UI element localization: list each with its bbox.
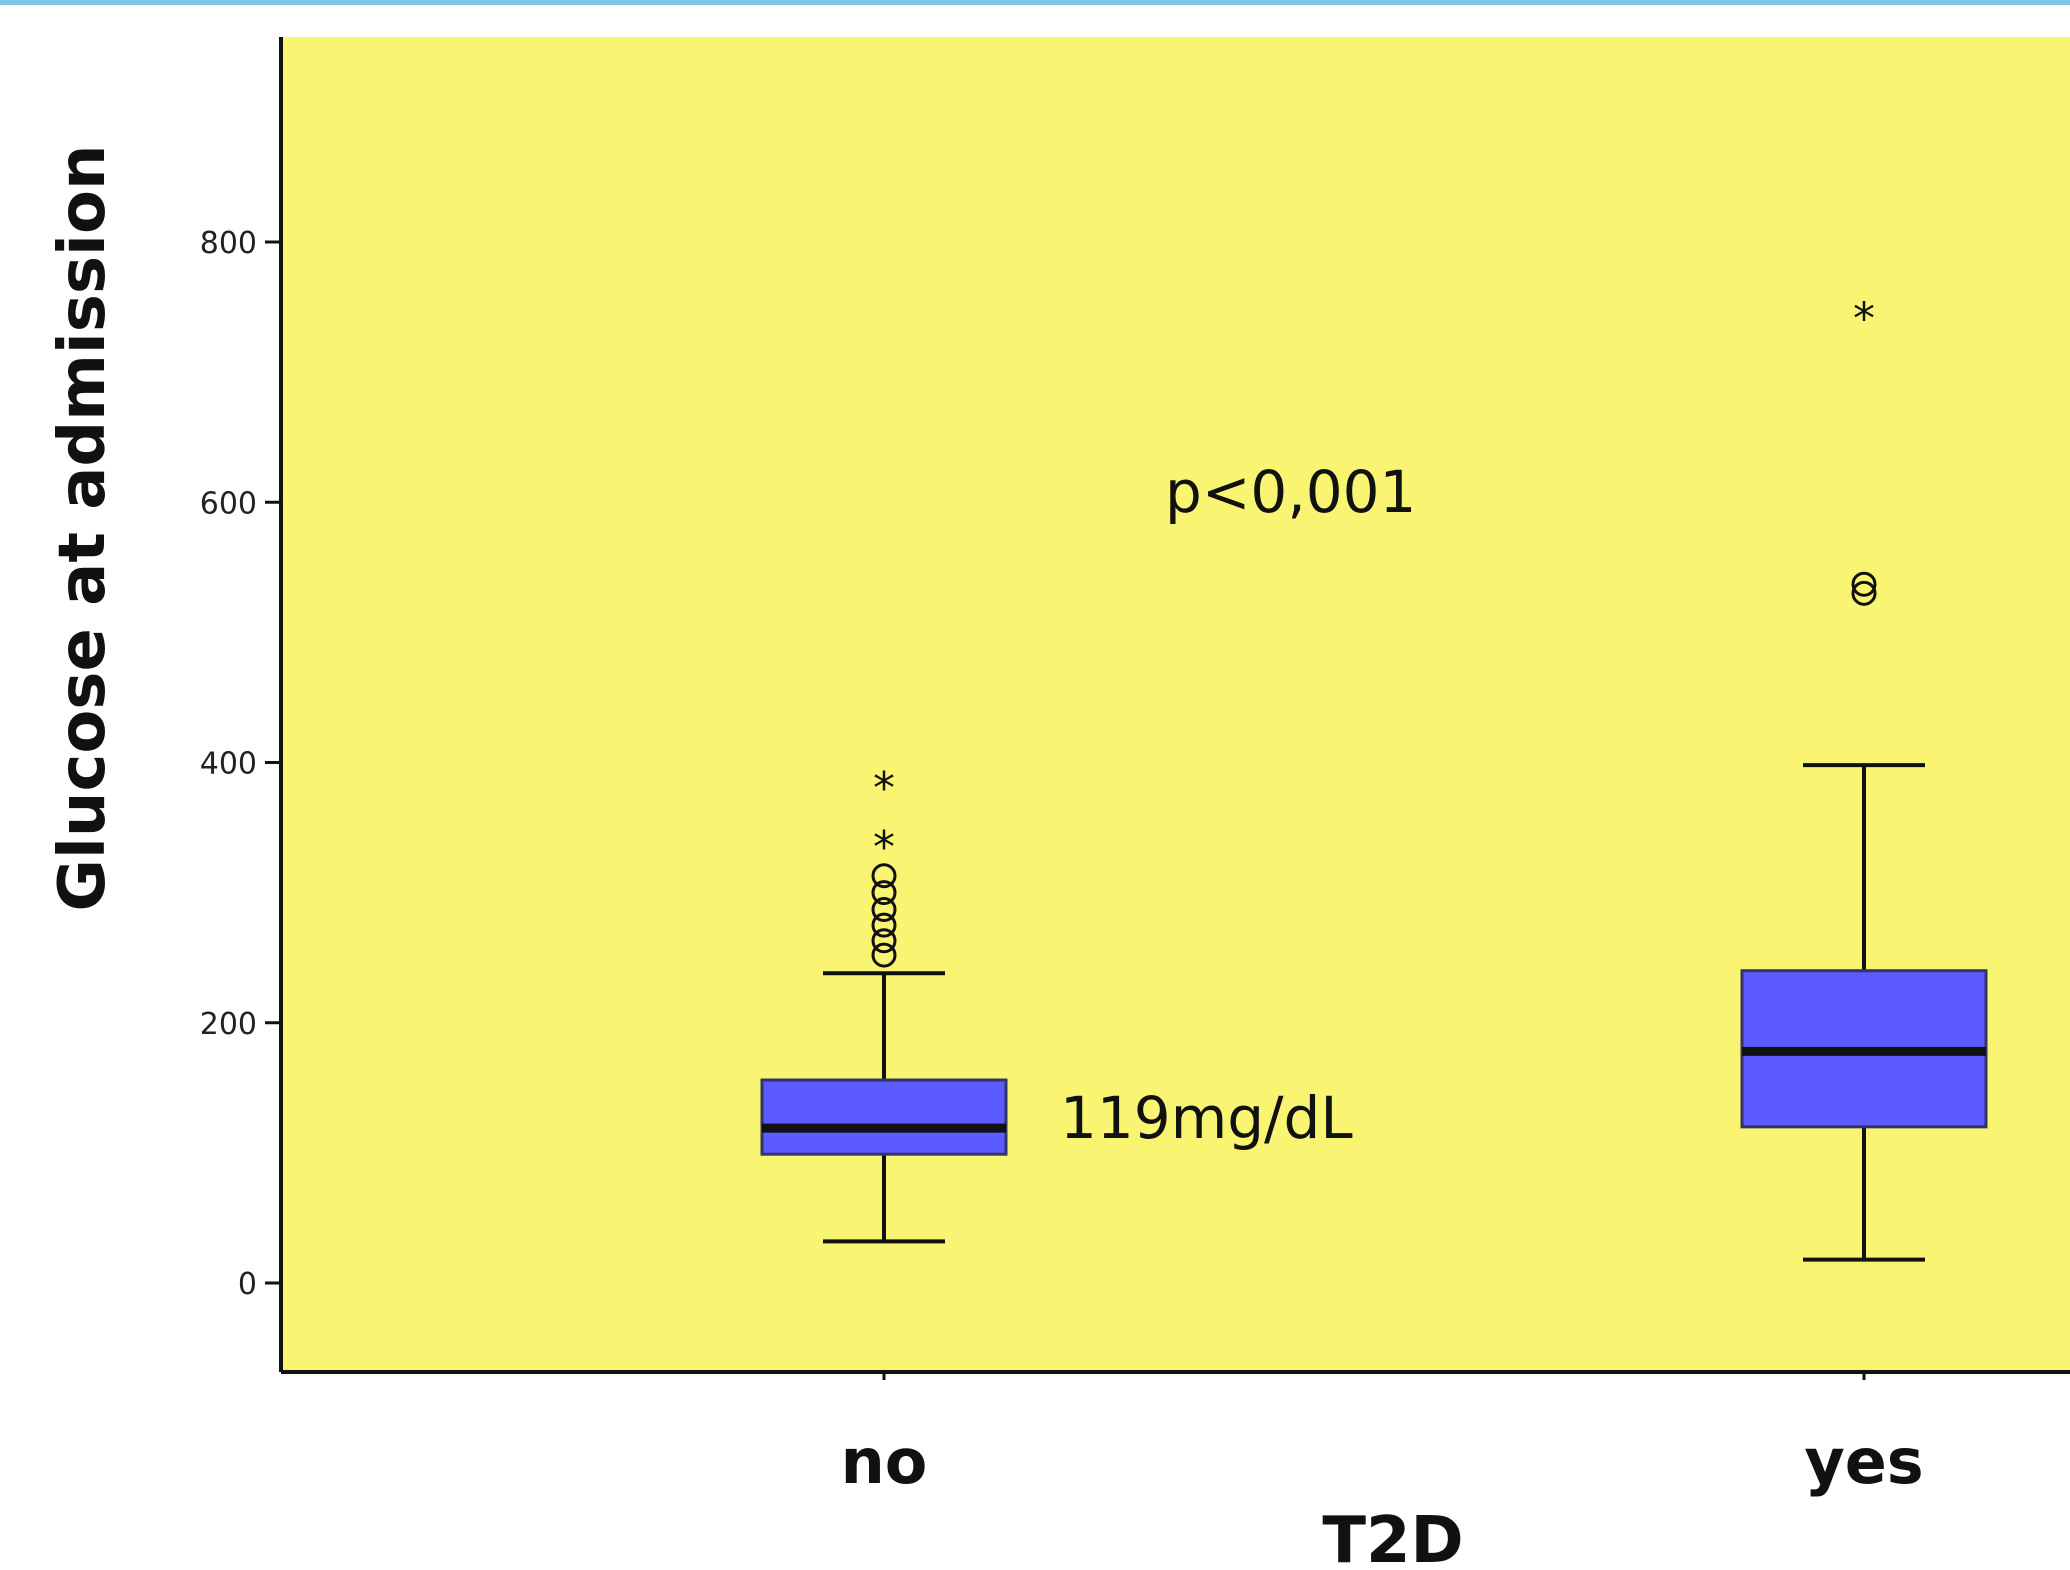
box-no	[760, 971, 1008, 1244]
y-tick-label: 600	[200, 486, 257, 521]
outlier-star: *	[873, 822, 895, 873]
iqr-box	[760, 1078, 1008, 1156]
outlier-star: *	[1853, 293, 1875, 344]
outlier-star: *	[873, 763, 895, 814]
outlier-circle	[871, 928, 897, 954]
x-category-label: no	[841, 1425, 928, 1498]
y-tick-label: 400	[200, 747, 257, 782]
outlier-circle	[871, 942, 897, 968]
outlier-circle	[871, 912, 897, 938]
x-categories-layer: no yes	[841, 1372, 1924, 1498]
box-yes	[1740, 763, 1988, 1262]
annotations-layer: p<0,001 119mg/dL	[1060, 458, 1416, 1152]
y-tick-label: 0	[238, 1267, 257, 1302]
y-tick-label: 800	[200, 226, 257, 261]
p-value-annotation: p<0,001	[1165, 458, 1416, 526]
outlier-circle	[871, 863, 897, 889]
boxes-layer	[760, 763, 1988, 1262]
y-ticks-layer: 0 200 400 600 800	[200, 226, 281, 1302]
plot-area-background	[281, 37, 2070, 1372]
outlier-circle	[1851, 571, 1877, 597]
median-value-annotation: 119mg/dL	[1060, 1084, 1353, 1152]
y-axis-title: Glucose at admission	[46, 144, 120, 911]
x-category-label: yes	[1804, 1425, 1923, 1498]
outlier-circle	[871, 897, 897, 923]
x-axis-title: T2D	[1322, 1504, 1463, 1570]
axes-layer	[279, 37, 2070, 1374]
outlier-circle	[1851, 580, 1877, 606]
outliers-layer: * * *	[871, 293, 1877, 968]
top-border-bar	[0, 0, 2070, 5]
y-tick-label: 200	[200, 1007, 257, 1042]
outlier-circle	[871, 880, 897, 906]
